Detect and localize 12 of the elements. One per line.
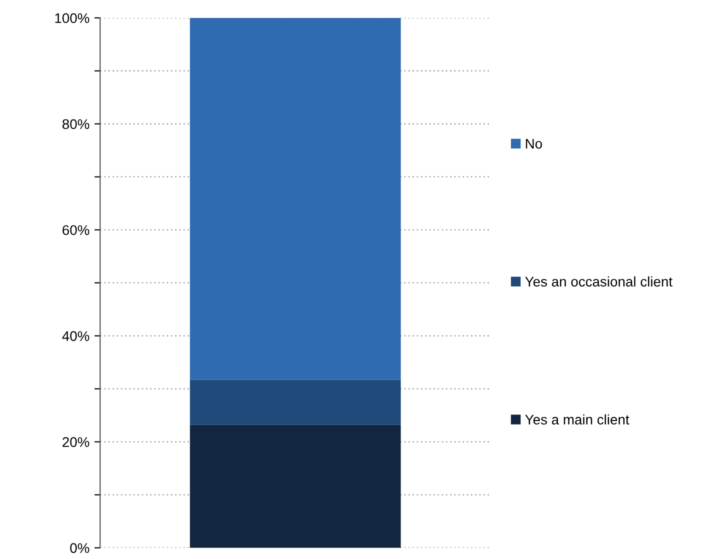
y-tick-label: 100%: [55, 13, 90, 24]
legend-label: Yes an occasional client: [525, 276, 672, 287]
bar: [190, 18, 401, 380]
y-tick-label: 20%: [62, 437, 90, 448]
bar: [190, 380, 401, 425]
y-tick-label: 80%: [62, 119, 90, 130]
y-tick-label: 60%: [62, 225, 90, 236]
legend-label: Yes a main client: [525, 414, 630, 425]
legend-label: No: [526, 138, 542, 149]
y-tick-label: 0%: [70, 543, 90, 553]
y-tick-label: 40%: [62, 331, 90, 342]
bar: [190, 424, 401, 548]
